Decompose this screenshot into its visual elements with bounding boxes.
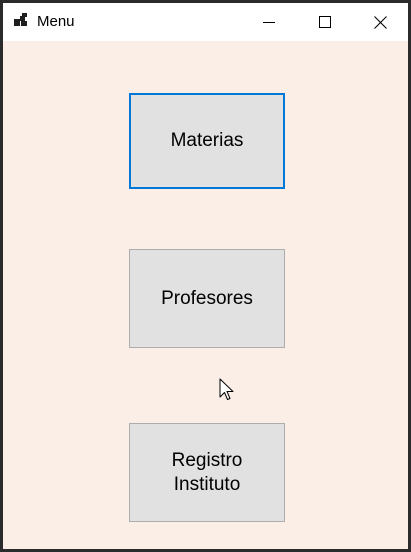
close-button[interactable] [357, 3, 403, 41]
maximize-button[interactable] [302, 3, 348, 41]
menu-window: Menu Materias Profesores Registro Instit… [3, 3, 408, 549]
maximize-icon [319, 16, 331, 28]
registro-instituto-button[interactable]: Registro Instituto [129, 423, 285, 522]
app-window-icon [14, 13, 27, 26]
minimize-icon [263, 22, 275, 23]
window-title: Menu [37, 13, 75, 30]
close-icon [373, 15, 387, 29]
materias-button[interactable]: Materias [129, 93, 285, 189]
form-content: Materias Profesores Registro Instituto [3, 41, 408, 549]
mouse-pointer-icon [219, 378, 234, 400]
title-bar[interactable]: Menu [3, 3, 408, 41]
minimize-button[interactable] [246, 3, 292, 41]
profesores-button[interactable]: Profesores [129, 249, 285, 348]
